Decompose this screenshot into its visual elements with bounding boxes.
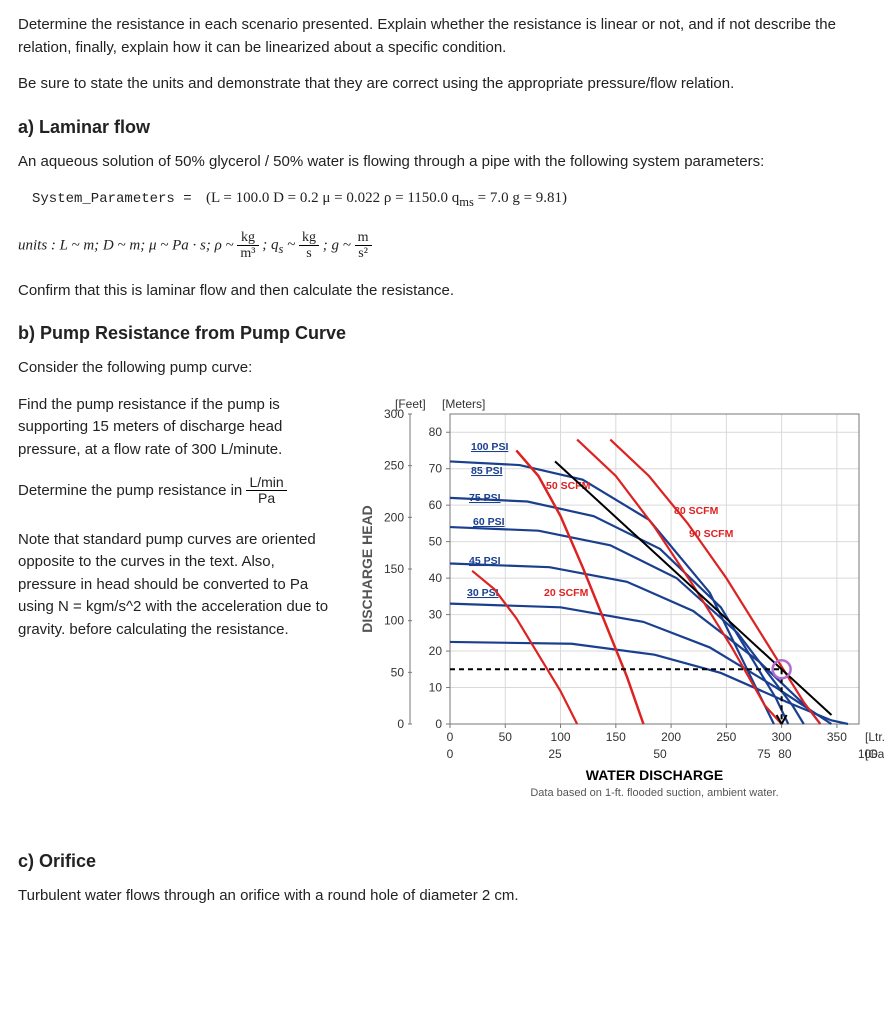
section-b-heading: b) Pump Resistance from Pump Curve [18,320,878,347]
section-c-p1: Turbulent water flows through an orifice… [18,885,878,908]
svg-text:90 SCFM: 90 SCFM [689,528,734,540]
svg-text:45 PSI: 45 PSI [469,555,501,567]
b-left-p1: Find the pump resistance if the pump is … [18,394,336,462]
svg-text:100 PSI: 100 PSI [471,441,508,453]
params-code-label: System_Parameters = [32,191,200,207]
svg-text:DISCHARGE HEAD: DISCHARGE HEAD [359,505,375,633]
svg-text:Data based on 1-ft. flooded su: Data based on 1-ft. flooded suction, amb… [530,787,778,799]
q-frac: kgs [299,230,319,262]
svg-text:200: 200 [384,510,404,524]
svg-text:30: 30 [429,607,443,621]
section-a-p3: Confirm that this is laminar flow and th… [18,280,878,303]
svg-text:[Ltr./Min]: [Ltr./Min] [865,730,884,744]
svg-text:75 PSI: 75 PSI [469,492,501,504]
pump-curve-chart: 100 PSI85 PSI75 PSI60 PSI45 PSI30 PSI50 … [354,394,884,814]
svg-text:100: 100 [384,613,404,627]
svg-text:80: 80 [778,747,792,761]
svg-text:50: 50 [653,747,667,761]
svg-text:150: 150 [384,562,404,576]
svg-text:70: 70 [429,461,443,475]
svg-text:50 SCFM: 50 SCFM [546,480,591,492]
svg-text:85 PSI: 85 PSI [471,465,503,477]
svg-text:300: 300 [772,730,792,744]
svg-text:250: 250 [384,458,404,472]
svg-text:0: 0 [435,717,442,731]
section-a-p1: An aqueous solution of 50% glycerol / 50… [18,151,878,174]
svg-text:75: 75 [757,747,771,761]
section-a-heading: a) Laminar flow [18,114,878,141]
svg-text:60: 60 [429,498,443,512]
section-c-heading: c) Orifice [18,848,878,875]
g-frac: ms² [355,230,372,262]
svg-text:10: 10 [429,680,443,694]
rho-frac: kgm³ [237,230,258,262]
svg-text:[Meters]: [Meters] [442,397,485,411]
intro-p1: Determine the resistance in each scenari… [18,14,878,59]
svg-text:[Feet]: [Feet] [395,397,426,411]
svg-text:200: 200 [661,730,681,744]
b-left-p2: Determine the pump resistance in L/minPa [18,475,336,507]
svg-text:150: 150 [606,730,626,744]
svg-text:40: 40 [429,571,443,585]
svg-text:[Gal./Min]: [Gal./Min] [865,747,884,761]
svg-text:0: 0 [447,747,454,761]
b-left-p3: Note that standard pump curves are orien… [18,529,336,642]
units-prefix: units : L ~ m; D ~ m; μ ~ Pa · s; ρ ~ [18,237,237,253]
svg-text:50: 50 [499,730,513,744]
params-values: (L = 100.0 D = 0.2 μ = 0.022 ρ = 1150.0 … [206,187,567,212]
svg-text:50: 50 [391,665,405,679]
svg-text:350: 350 [827,730,847,744]
svg-text:100: 100 [551,730,571,744]
svg-text:80: 80 [429,425,443,439]
svg-text:WATER DISCHARGE: WATER DISCHARGE [586,767,723,783]
svg-text:250: 250 [716,730,736,744]
svg-text:50: 50 [429,534,443,548]
section-b-p1: Consider the following pump curve: [18,357,878,380]
svg-text:20: 20 [429,644,443,658]
svg-text:20 SCFM: 20 SCFM [544,587,589,599]
svg-text:60 PSI: 60 PSI [473,516,505,528]
svg-text:0: 0 [447,730,454,744]
svg-text:0: 0 [397,717,404,731]
intro-p2: Be sure to state the units and demonstra… [18,73,878,96]
res-frac: L/minPa [246,475,286,507]
units-line: units : L ~ m; D ~ m; μ ~ Pa · s; ρ ~ kg… [18,230,878,262]
system-parameters: System_Parameters = (L = 100.0 D = 0.2 μ… [32,187,878,212]
svg-text:25: 25 [548,747,562,761]
